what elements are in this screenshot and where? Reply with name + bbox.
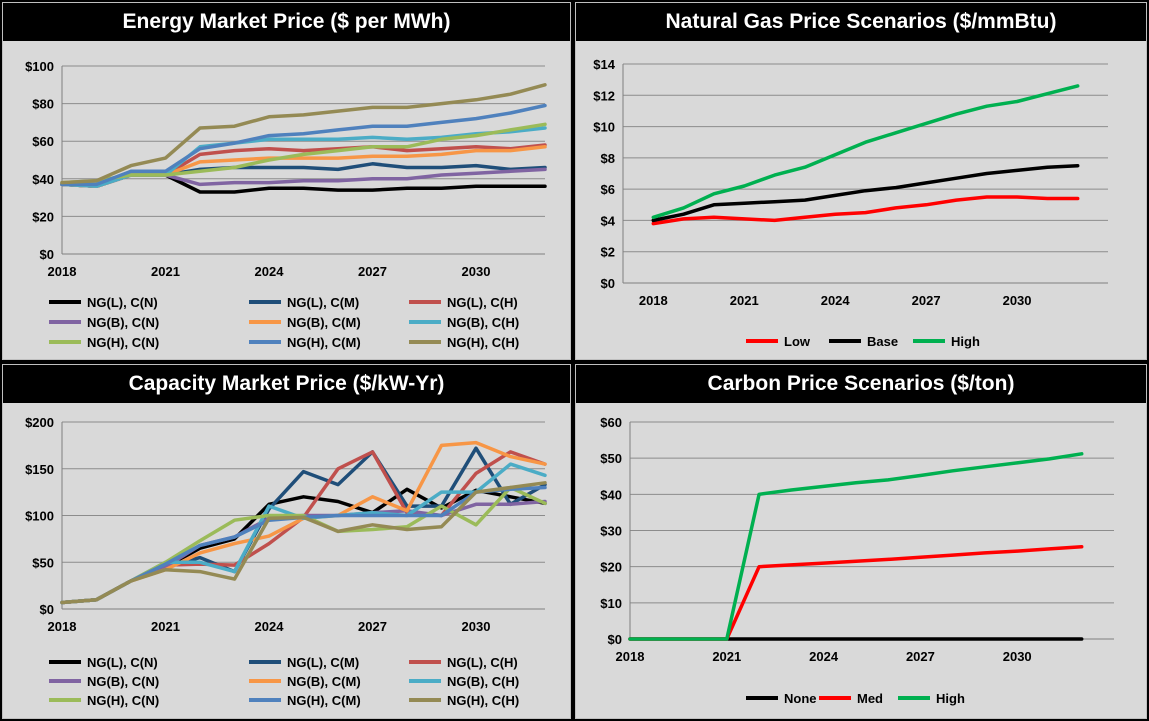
legend-entry: NG(H), C(H) [447, 335, 519, 350]
x-tick-label: 2024 [255, 619, 285, 634]
y-tick-label: $60 [600, 415, 622, 430]
legend-entry: NG(B), C(H) [447, 315, 519, 330]
series-line [651, 195, 1080, 226]
y-tick-label: $0 [608, 632, 622, 647]
y-tick-label: $0 [601, 276, 615, 291]
y-tick-label: $80 [32, 97, 54, 112]
natural-gas-chart: $0 $2 $4 $6 $8 $10 $12 $14 2018 2021 2024 2027 2030 L… [593, 57, 1108, 349]
legend-entry: None [784, 691, 817, 706]
x-tick-label: 2027 [906, 649, 935, 664]
legend-entry: NG(B), C(H) [447, 674, 519, 689]
legend-entry: NG(L), C(N) [87, 655, 158, 670]
y-tick-label: $200 [25, 415, 54, 430]
x-tick-label: 2024 [255, 264, 285, 279]
x-tick-label: 2021 [730, 293, 759, 308]
y-tick-label: $40 [32, 172, 54, 187]
series-line [60, 481, 547, 605]
x-tick-label: 2021 [151, 264, 180, 279]
legend-entry: High [951, 334, 980, 349]
y-tick-label: $6 [601, 182, 615, 197]
y-tick-label: $150 [25, 462, 54, 477]
legend-entry: Low [784, 334, 811, 349]
series-line [60, 83, 547, 185]
y-tick-label: $0 [40, 247, 54, 262]
chart-title: Natural Gas Price Scenarios ($/mmBtu) [576, 3, 1146, 41]
capacity-market-panel: Capacity Market Price ($/kW-Yr) $0 $50 $10… [2, 364, 571, 719]
series-line [60, 122, 547, 185]
legend-entry: NG(B), C(M) [287, 674, 361, 689]
x-tick-label: 2030 [1003, 649, 1032, 664]
chart-title: Energy Market Price ($ per MWh) [3, 3, 570, 41]
legend-entry: NG(H), C(H) [447, 693, 519, 708]
y-tick-label: $4 [601, 213, 616, 228]
legend-entry: Med [857, 691, 883, 706]
y-tick-label: $50 [600, 451, 622, 466]
x-tick-label: 2030 [1003, 293, 1032, 308]
x-tick-label: 2027 [912, 293, 941, 308]
y-tick-label: $2 [601, 245, 615, 260]
carbon-price-chart: $0 $10 $20 $30 $40 $50 $60 2018 2021 2024 2027 2030… [600, 415, 1114, 706]
natural-gas-panel: Natural Gas Price Scenarios ($/mmBtu) $0… [575, 2, 1147, 360]
x-tick-label: 2018 [616, 649, 645, 664]
x-tick-label: 2027 [358, 264, 387, 279]
x-tick-label: 2030 [462, 619, 491, 634]
plot-area [62, 66, 545, 254]
y-tick-label: $40 [600, 487, 622, 502]
legend-entry: NG(H), C(N) [87, 693, 159, 708]
legend-entry: NG(L), C(M) [287, 295, 359, 310]
y-tick-label: $100 [25, 59, 54, 74]
chart-title: Carbon Price Scenarios ($/ton) [576, 365, 1146, 403]
y-tick-label: $14 [593, 57, 615, 72]
y-tick-label: $50 [32, 555, 54, 570]
x-tick-label: 2027 [358, 619, 387, 634]
y-tick-label: $60 [32, 134, 54, 149]
y-tick-label: $0 [40, 602, 54, 617]
x-tick-label: 2030 [462, 264, 491, 279]
energy-market-chart: $0 $20 $40 $60 $80 $100 2018 2021 2024 2027 2030 NG… [25, 59, 547, 350]
legend-entry: NG(L), C(H) [447, 295, 518, 310]
legend-entry: NG(H), C(N) [87, 335, 159, 350]
legend-entry: NG(B), C(N) [87, 674, 159, 689]
y-tick-label: $12 [593, 88, 615, 103]
series-line [651, 163, 1080, 223]
x-tick-label: 2021 [151, 619, 180, 634]
legend-entry: NG(B), C(M) [287, 315, 361, 330]
legend-entry: High [936, 691, 965, 706]
legend-entry: NG(L), C(M) [287, 655, 359, 670]
y-tick-label: $20 [600, 560, 622, 575]
energy-market-panel: Energy Market Price ($ per MWh) $0 $20 $40… [2, 2, 571, 360]
capacity-market-chart: $0 $50 $100 $150 $200 2018 2021 2024 2027 2030 NG(… [25, 415, 547, 708]
legend-entry: NG(L), C(H) [447, 655, 518, 670]
legend-entry: NG(H), C(M) [287, 693, 361, 708]
series-line [628, 452, 1084, 641]
x-tick-label: 2024 [809, 649, 839, 664]
x-tick-label: 2021 [712, 649, 741, 664]
x-tick-label: 2018 [639, 293, 668, 308]
series-line [60, 103, 547, 187]
x-tick-label: 2018 [48, 264, 77, 279]
carbon-price-panel: Carbon Price Scenarios ($/ton) $0 $10 $20 $… [575, 364, 1147, 719]
legend-entry: NG(B), C(N) [87, 315, 159, 330]
legend-entry: NG(L), C(N) [87, 295, 158, 310]
y-tick-label: $20 [32, 209, 54, 224]
legend-entry: NG(H), C(M) [287, 335, 361, 350]
chart-title: Capacity Market Price ($/kW-Yr) [3, 365, 570, 403]
y-tick-label: $30 [600, 524, 622, 539]
y-tick-label: $8 [601, 151, 615, 166]
y-tick-label: $10 [593, 120, 615, 135]
series-line [651, 84, 1080, 220]
y-tick-label: $100 [25, 509, 54, 524]
x-tick-label: 2018 [48, 619, 77, 634]
x-tick-label: 2024 [821, 293, 851, 308]
legend-entry: Base [867, 334, 898, 349]
y-tick-label: $10 [600, 596, 622, 611]
